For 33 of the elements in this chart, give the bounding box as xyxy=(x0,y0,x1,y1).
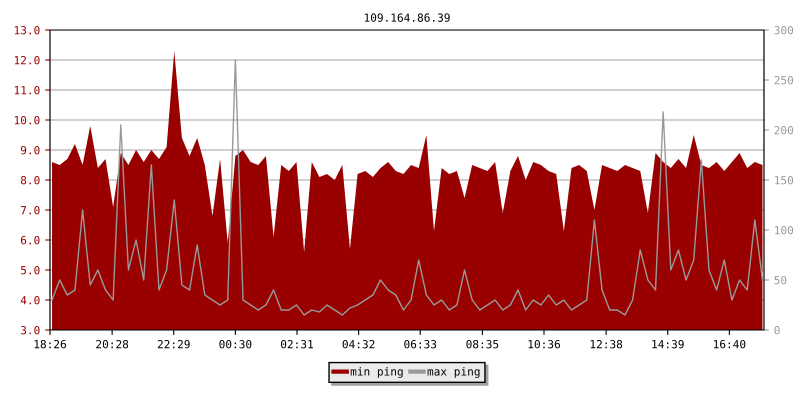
chart-title: 109.164.86.39 xyxy=(364,13,450,22)
y-tick-label: 12.0 xyxy=(14,56,40,64)
x-tick-label: 06:33 xyxy=(404,340,436,348)
y2-tick-label: 0 xyxy=(774,326,780,334)
x-tick-label: 02:31 xyxy=(280,340,313,348)
y-tick-label: 3.0 xyxy=(20,326,40,334)
x-tick-label: 20:28 xyxy=(96,340,128,348)
y-tick-label: 4.0 xyxy=(20,296,40,304)
y-tick-label: 8.0 xyxy=(20,176,40,184)
y2-tick-label: 200 xyxy=(774,126,794,134)
y2-tick-label: 50 xyxy=(774,276,786,284)
y2-tick-label: 100 xyxy=(775,226,794,234)
y2-tick-label: 300 xyxy=(774,26,794,34)
x-tick-label: 14:39 xyxy=(652,340,684,348)
legend-label: max ping xyxy=(428,367,480,378)
y2-tick-label: 150 xyxy=(775,176,794,184)
y2-tick-label: 250 xyxy=(774,76,794,84)
legend-label: min ping xyxy=(350,367,403,378)
y-tick-label: 5.0 xyxy=(20,266,40,274)
y-tick-label: 10.0 xyxy=(14,116,40,124)
y-tick-label: 7.0 xyxy=(20,206,40,214)
x-tick-label: 18:26 xyxy=(34,340,66,348)
x-tick-label: 22:29 xyxy=(158,340,190,348)
y-tick-label: 13.0 xyxy=(14,26,40,34)
x-tick-label: 16:40 xyxy=(714,340,746,348)
x-tick-label: 12:38 xyxy=(590,340,622,348)
x-tick-label: 08:35 xyxy=(466,340,498,348)
x-tick-label: 04:32 xyxy=(342,340,374,348)
x-tick-label: 10:36 xyxy=(528,340,560,348)
y-tick-label: 11.0 xyxy=(14,86,40,94)
x-tick-label: 00:30 xyxy=(219,340,252,348)
y-tick-label: 9.0 xyxy=(20,146,40,154)
y-tick-label: 6.0 xyxy=(20,236,40,244)
